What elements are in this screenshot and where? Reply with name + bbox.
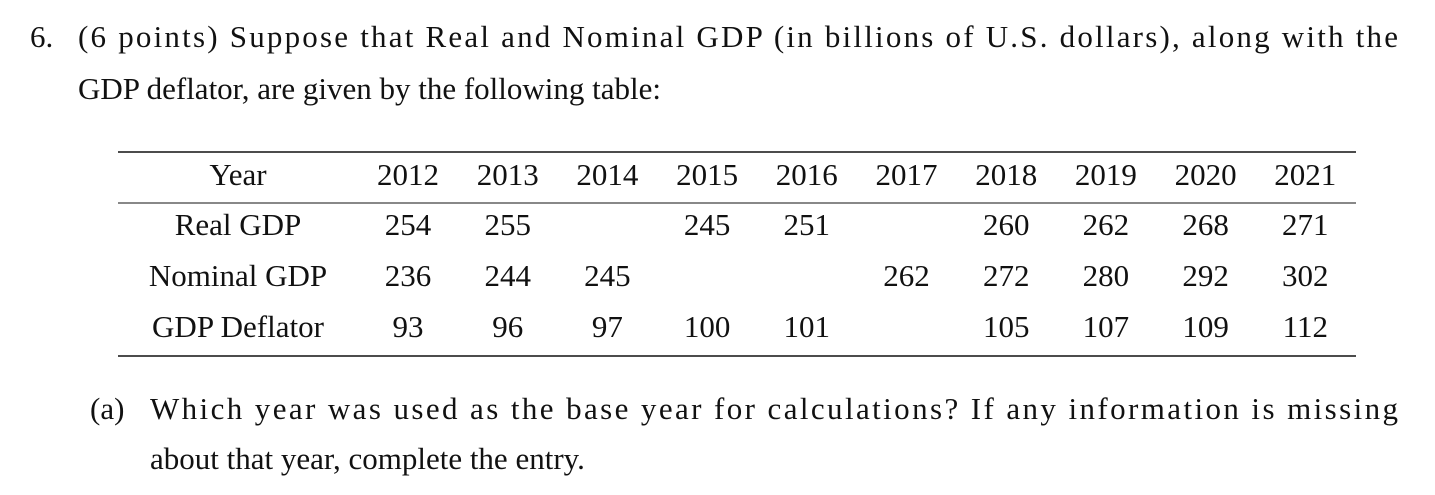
part-text: about that year, complete the entry. <box>150 441 585 476</box>
table-cell: 112 <box>1283 309 1328 344</box>
table-cell: 96 <box>492 309 523 344</box>
part-label: (a) <box>90 391 124 426</box>
table-cell: 262 <box>1083 207 1130 242</box>
table-cell: 100 <box>684 309 731 344</box>
table-cell: 262 <box>883 258 930 293</box>
part-text: Which year was used as the base year for… <box>150 391 1398 426</box>
question-text: GDP deflator, are given by the following… <box>78 71 661 106</box>
table-header: 2016 <box>776 157 838 192</box>
table-cell: 107 <box>1083 309 1130 344</box>
table: Year 2012 2013 2014 2015 2016 2017 2018 2019 2020… <box>149 157 1336 344</box>
row-label: Nominal GDP <box>149 258 327 293</box>
table-cell: 245 <box>584 258 631 293</box>
table-cell: 236 <box>385 258 432 293</box>
table-cell: 272 <box>983 258 1030 293</box>
table-cell: 268 <box>1182 207 1229 242</box>
table-header: 2018 <box>975 157 1037 192</box>
table-cell: 280 <box>1083 258 1130 293</box>
row-label: Real GDP <box>175 207 302 242</box>
table-cell: 245 <box>684 207 731 242</box>
table-cell: 93 <box>393 309 424 344</box>
table-cell: 101 <box>784 309 831 344</box>
question-number: 6. <box>30 19 53 54</box>
table-header: 2014 <box>576 157 639 192</box>
table-cell: 251 <box>784 207 831 242</box>
table-cell: 97 <box>592 309 623 344</box>
table-header: 2017 <box>876 157 938 192</box>
table-header: 2015 <box>676 157 738 192</box>
table-header: Year <box>209 157 267 192</box>
table-header: 2012 <box>377 157 439 192</box>
table-header: 2019 <box>1075 157 1137 192</box>
table-cell: 105 <box>983 309 1030 344</box>
table-header: 2020 <box>1175 157 1237 192</box>
table-cell: 109 <box>1182 309 1229 344</box>
table-cell: 254 <box>385 207 432 242</box>
table-cell: 292 <box>1182 258 1229 293</box>
row-label: GDP Deflator <box>152 309 325 344</box>
table-cell: 244 <box>484 258 531 293</box>
question-text: (6 points) Suppose that Real and Nominal… <box>78 19 1398 54</box>
table-header: 2013 <box>477 157 539 192</box>
table-cell: 260 <box>983 207 1030 242</box>
table-cell: 302 <box>1282 258 1329 293</box>
table-cell: 271 <box>1282 207 1329 242</box>
table-cell: 255 <box>484 207 531 242</box>
table-header: 2021 <box>1274 157 1336 192</box>
